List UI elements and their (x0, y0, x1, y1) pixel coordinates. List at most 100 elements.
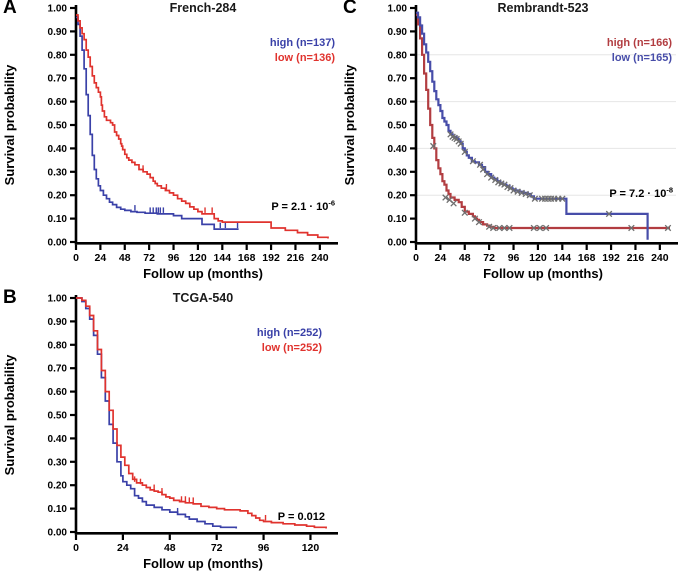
censor-x-mark (498, 180, 505, 187)
p-value-tcga: P = 0.012 (278, 511, 325, 523)
p-value-exponent: -6 (328, 198, 335, 208)
x-tick-label: 144 (214, 252, 232, 264)
panel-title-french: French-284 (169, 1, 237, 15)
p-value-french: P = 2.1 · 10-6 (271, 198, 335, 213)
censor-x-mark (542, 224, 550, 232)
censor-x-mark (559, 195, 566, 202)
y-tick-label: 0.10 (48, 504, 68, 515)
km-curve-low (76, 297, 327, 529)
y-tick-label: 0.40 (388, 144, 408, 155)
x-tick-label: 24 (95, 252, 107, 264)
x-tick-label: 0 (73, 542, 79, 554)
x-tick-label: 24 (435, 252, 447, 264)
x-tick-label: 192 (262, 252, 280, 264)
x-tick-label: 0 (73, 252, 79, 264)
y-tick-label: 0.50 (48, 121, 68, 132)
legend-item-low: low (n=165) (611, 52, 672, 64)
panel-title-rembrandt: Rembrandt-523 (497, 1, 589, 15)
y-tick-label: 0.10 (48, 214, 68, 225)
censor-x-mark (531, 195, 539, 202)
y-tick-label: 0.40 (48, 434, 68, 445)
x-tick-label: 144 (554, 252, 572, 264)
km-curve-high (76, 16, 239, 230)
y-tick-label: 0.90 (48, 27, 68, 38)
x-tick-label: 48 (119, 252, 131, 264)
x-tick-label: 168 (578, 252, 596, 264)
legend-french: high (n=137) low (n=136) (270, 36, 335, 66)
y-tick-label: 0.80 (388, 50, 408, 61)
censor-x-mark (487, 174, 495, 181)
y-tick-label: 0.60 (388, 97, 408, 108)
censor-x-mark (530, 224, 538, 232)
y-tick-label: 0.20 (388, 191, 408, 202)
x-tick-label: 72 (211, 542, 223, 554)
y-tick-label: 0.70 (388, 74, 408, 85)
x-tick-label: 240 (651, 252, 669, 264)
y-tick-label: 0.90 (388, 27, 408, 38)
y-tick-label: 0.00 (388, 238, 408, 249)
y-axis-label: Survival probability (342, 64, 357, 185)
censor-x-mark (471, 215, 479, 222)
y-tick-label: 0.50 (388, 121, 408, 132)
censor-x-mark (450, 200, 457, 207)
x-axis-label: Follow up (months) (143, 556, 263, 571)
censor-x-mark (469, 158, 477, 165)
x-tick-label: 120 (302, 542, 320, 554)
y-tick-label: 0.30 (48, 457, 68, 468)
censor-x-mark (457, 140, 464, 147)
censor-x-mark (501, 224, 508, 232)
censor-x-mark (461, 148, 469, 156)
censor-x-mark (526, 191, 534, 199)
y-axis-label: Survival probability (2, 64, 17, 185)
x-tick-label: 120 (189, 252, 207, 264)
x-tick-label: 48 (459, 252, 471, 264)
x-tick-label: 240 (311, 252, 329, 264)
x-tick-label: 96 (258, 542, 270, 554)
censor-x-mark (461, 209, 469, 217)
censor-x-mark (495, 179, 502, 186)
y-axis-label: Survival probability (2, 354, 17, 475)
p-value-base: P = 2.1 · 10 (271, 201, 329, 213)
legend-item-low: low (n=252) (261, 342, 322, 354)
panel-title-tcga: TCGA-540 (172, 291, 234, 305)
panel-letter-b: B (3, 287, 17, 308)
y-tick-label: 0.70 (48, 74, 68, 85)
legend-item-high: high (n=252) (256, 327, 322, 339)
x-tick-label: 216 (287, 252, 305, 264)
y-tick-label: 1.00 (48, 294, 68, 305)
x-axis-label: Follow up (months) (143, 266, 263, 281)
censor-x-mark (536, 224, 544, 232)
y-tick-label: 0.10 (388, 214, 408, 225)
legend-rembrandt: high (n=166) low (n=165) (607, 36, 672, 66)
censor-x-mark (442, 194, 449, 201)
censor-x-mark (475, 218, 483, 226)
legend-tcga: high (n=252) low (n=252) (257, 326, 322, 356)
censor-x-mark (506, 224, 513, 232)
panel-letter-c: C (343, 0, 357, 18)
y-tick-label: 0.20 (48, 191, 68, 202)
legend-item-low: low (n=136) (274, 52, 335, 64)
x-axis-label: Follow up (months) (483, 266, 603, 281)
x-tick-label: 96 (168, 252, 180, 264)
censor-x-mark (446, 196, 453, 204)
p-value-rembrandt: P = 7.2 · 10-8 (609, 185, 673, 200)
x-tick-label: 48 (164, 542, 176, 554)
y-tick-label: 0.70 (48, 364, 68, 375)
y-tick-label: 0.90 (48, 317, 68, 328)
panel-rembrandt-523: 1.00 0.90 0.80 0.70 0.60 0.50 0.40 0.30 0.20 0.10… (340, 0, 680, 290)
censor-x-mark (476, 161, 484, 169)
y-tick-label: 0.60 (48, 97, 68, 108)
y-tick-label: 0.60 (48, 387, 68, 398)
x-tick-label: 72 (483, 252, 495, 264)
y-tick-label: 0.80 (48, 50, 68, 61)
y-tick-label: 0.00 (48, 238, 68, 249)
censor-x-mark (664, 224, 672, 232)
x-tick-label: 24 (117, 542, 129, 554)
y-tick-label: 0.30 (48, 167, 68, 178)
x-tick-label: 216 (627, 252, 645, 264)
km-curve-high (416, 13, 670, 230)
p-value-base: P = 0.012 (277, 511, 325, 523)
x-tick-label: 72 (143, 252, 155, 264)
p-value-exponent: -8 (666, 185, 673, 195)
